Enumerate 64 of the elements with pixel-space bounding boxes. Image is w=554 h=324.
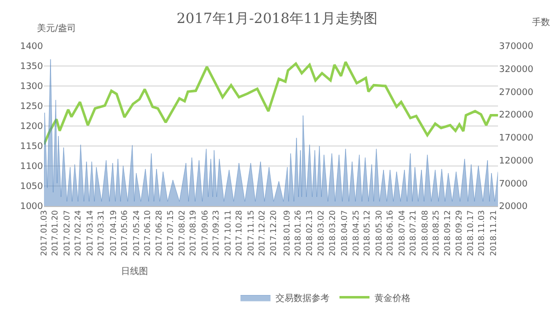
x-tick-label: 2018.07.21 [408, 210, 418, 256]
x-tick-label: 2018.02.13 [305, 210, 314, 256]
x-tick-label: 2017.05.24 [132, 210, 141, 256]
x-tick-label: 2018.07.04 [397, 210, 406, 256]
x-tick-label: 2018.09.12 [443, 210, 452, 256]
y-tick-label: 1050 [20, 182, 44, 192]
x-tick-label: 2017.03.31 [96, 210, 106, 256]
y2-tick-label: 320000 [499, 65, 534, 76]
y-tick-label: 1400 [20, 42, 44, 52]
x-tick-label: 2017.07.15 [166, 210, 175, 256]
y-tick-label: 1300 [20, 82, 44, 92]
x-tick-label: 2018.03.20 [328, 210, 338, 256]
chart-title: 2017年1月-2018年11月走势图 [176, 10, 378, 27]
x-tick-label: 2018.05.30 [374, 210, 384, 256]
x-tick-label: 2018.04.07 [340, 210, 349, 256]
x-tick-label: 2018.01.26 [293, 210, 302, 256]
legend-label: 黄金价格 [374, 292, 410, 304]
x-tick-label: 2017.12.02 [257, 210, 266, 256]
x-tick-label: 2017.11.15 [246, 210, 256, 256]
x-axis-title: 日线图 [121, 266, 148, 277]
y2-tick-label: 370000 [499, 42, 534, 52]
x-tick-label: 2018.06.16 [386, 210, 395, 256]
y2-tick-label: 70000 [499, 179, 528, 190]
line-series [44, 60, 498, 146]
x-tick-label: 2018.11.03 [477, 210, 486, 256]
x-tick-label: 2018.11.21 [489, 210, 498, 256]
x-tick-label: 2017.10.28 [234, 210, 244, 256]
x-tick-label: 2018.05.12 [362, 210, 372, 256]
x-tick-label: 2017.02.24 [74, 210, 83, 256]
y2-tick-label: 170000 [499, 134, 534, 144]
x-tick-label: 2017.02.07 [62, 210, 72, 256]
x-tick-label: 2017.05.06 [120, 210, 130, 256]
x-tick-label: 2017.12.20 [269, 210, 278, 256]
y-tick-label: 1000 [20, 202, 44, 212]
x-tick-label: 2017.08.19 [188, 210, 198, 256]
x-tick-label: 2018.09.29 [454, 210, 464, 256]
y-axis-title: 美元/盎司 [37, 23, 76, 34]
x-tick-label: 2017.06.10 [142, 210, 152, 256]
x-tick-label: 2018.08.25 [431, 210, 440, 256]
y2-tick-label: 120000 [499, 156, 534, 166]
y2-tick-label: 270000 [499, 88, 534, 98]
y-tick-label: 1250 [20, 102, 44, 112]
y-tick-label: 1100 [20, 162, 44, 172]
y-tick-label: 1350 [20, 62, 44, 72]
x-tick-label: 2017.06.28 [154, 210, 164, 256]
x-tick-label: 2017.09.06 [200, 210, 210, 256]
y2-tick-label: 220000 [499, 110, 534, 121]
x-tick-label: 2017.01.03 [40, 210, 49, 256]
y2-axis-title: 手数 [532, 17, 550, 28]
x-tick-label: 2018.08.08 [420, 210, 430, 256]
x-tick-label: 2017.01.20 [50, 210, 60, 256]
x-tick-label: 2018.03.02 [316, 210, 326, 256]
x-tick-label: 2018.04.25 [352, 210, 361, 256]
x-tick-label: 2017.04.19 [108, 210, 118, 256]
x-tick-label: 2017.03.14 [85, 210, 94, 256]
legend-label: 交易数据参考 [275, 292, 330, 304]
y2-tick-label: 20000 [499, 202, 528, 212]
y-tick-label: 1150 [20, 142, 44, 152]
x-tick-label: 2017.08.02 [178, 210, 187, 256]
x-tick-label: 2017.09.23 [212, 210, 221, 256]
y-tick-label: 1200 [20, 122, 44, 132]
x-tick-label: 2017.10.11 [223, 210, 232, 256]
x-tick-label: 2018.10.17 [466, 210, 476, 256]
x-tick-label: 2018.01.09 [282, 210, 292, 256]
